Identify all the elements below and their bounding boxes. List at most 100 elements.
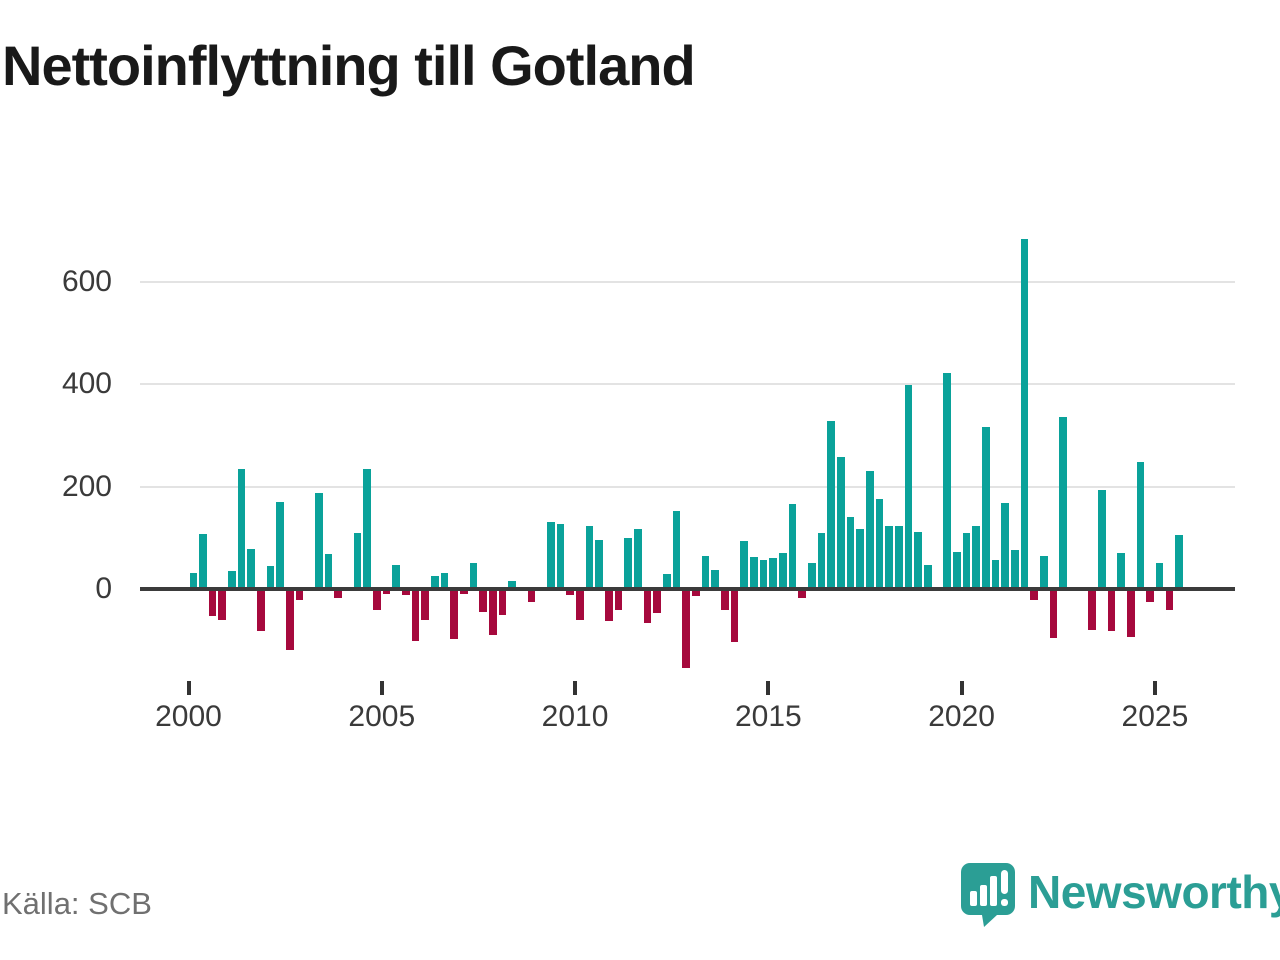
- bar-2013Q4: [721, 589, 729, 610]
- bar-2011Q4: [643, 589, 652, 624]
- bar-2010Q1: [576, 589, 584, 620]
- x-axis-label-2000: 2000: [155, 700, 222, 733]
- bar-2007Q1: [460, 589, 468, 595]
- bar-2023Q2: [1088, 589, 1096, 630]
- bar-2013Q3: [711, 570, 719, 589]
- bar-2004Q2: [353, 533, 362, 589]
- bar-2021Q2: [1010, 549, 1019, 589]
- x-axis-line: [140, 587, 1235, 591]
- newsworthy-logo-text: Newsworthy: [1028, 866, 1280, 918]
- bar-2014Q4: [759, 560, 768, 589]
- bar-2015Q2: [779, 553, 787, 589]
- chart-title: Nettoinflyttning till Gotland: [2, 34, 696, 97]
- bar-2021Q4: [1030, 589, 1038, 600]
- bar-2017Q2: [856, 529, 864, 589]
- bar-2006Q2: [431, 576, 439, 589]
- newsworthy-logo: Newsworthy: [960, 862, 1280, 928]
- bar-2013Q2: [701, 556, 710, 589]
- bar-2016Q3: [827, 421, 835, 589]
- bar-2016Q1: [807, 563, 816, 589]
- x-axis-label-2020: 2020: [928, 700, 995, 733]
- bar-2005Q2: [392, 565, 401, 589]
- bar-2012Q3: [672, 510, 681, 589]
- bar-2012Q2: [663, 573, 671, 589]
- bar-2006Q4: [450, 589, 459, 639]
- bar-2000Q1: [189, 573, 198, 589]
- bar-2020Q2: [972, 525, 980, 589]
- bar-2024Q4: [1146, 589, 1154, 602]
- bar-2007Q4: [489, 589, 497, 636]
- bar-2020Q1: [962, 533, 971, 589]
- x-axis-label-2005: 2005: [348, 700, 416, 733]
- bar-2000Q3: [208, 589, 217, 617]
- bar-2017Q4: [875, 498, 884, 589]
- bar-2014Q1: [730, 589, 739, 642]
- bar-2008Q1: [498, 589, 507, 616]
- bar-2024Q1: [1117, 553, 1125, 589]
- y-axis-label-0: 0: [95, 572, 112, 605]
- bar-2018Q4: [914, 531, 922, 589]
- bar-2016Q4: [836, 457, 845, 589]
- y-axis-label-200: 200: [61, 469, 112, 503]
- bar-2012Q4: [682, 589, 690, 669]
- bar-2025Q2: [1165, 589, 1174, 610]
- bar-2002Q3: [286, 589, 294, 650]
- bar-2018Q1: [885, 526, 893, 589]
- bar-2020Q3: [981, 427, 990, 589]
- bar-2008Q4: [527, 589, 536, 602]
- source-label: Källa: SCB: [2, 886, 152, 921]
- bar-2019Q4: [952, 551, 961, 589]
- bar-2022Q2: [1049, 589, 1058, 638]
- bar-2003Q3: [324, 553, 333, 589]
- bar-2020Q4: [991, 559, 1000, 589]
- x-tick-mark-2000: [186, 681, 191, 695]
- bar-2023Q3: [1097, 490, 1106, 589]
- bar-2008Q2: [508, 581, 516, 589]
- bar-2021Q3: [1020, 238, 1029, 589]
- bar-2009Q4: [566, 589, 574, 596]
- x-axis-label-2015: 2015: [734, 700, 802, 733]
- bar-2007Q3: [479, 589, 487, 613]
- gridline-400: [140, 383, 1235, 385]
- bar-2002Q2: [276, 502, 285, 589]
- bar-2003Q4: [334, 589, 343, 599]
- bar-2010Q3: [595, 540, 603, 589]
- bar-2023Q4: [1107, 589, 1116, 632]
- bar-2001Q2: [237, 469, 246, 589]
- bar-2002Q4: [295, 589, 304, 601]
- gridline-200: [140, 485, 1235, 488]
- bar-2007Q2: [469, 562, 478, 589]
- bar-2014Q3: [750, 557, 758, 589]
- bar-2010Q2: [585, 526, 594, 589]
- bar-2005Q1: [382, 589, 391, 595]
- bar-2009Q2: [547, 522, 555, 589]
- bar-2002Q1: [266, 565, 275, 589]
- bar-2004Q3: [363, 469, 372, 589]
- bar-2006Q1: [421, 589, 430, 620]
- gridline-600: [140, 280, 1235, 283]
- bar-2006Q3: [440, 573, 449, 589]
- bar-2025Q1: [1155, 563, 1164, 589]
- x-tick-mark-2005: [379, 681, 384, 695]
- bar-2013Q1: [692, 589, 700, 596]
- bar-2015Q3: [788, 504, 797, 589]
- bar-2018Q3: [904, 385, 913, 589]
- bar-2011Q1: [614, 589, 623, 610]
- bar-2022Q1: [1039, 555, 1048, 589]
- bar-2024Q2: [1126, 589, 1135, 637]
- x-tick-mark-2010: [573, 681, 578, 695]
- bar-2015Q4: [798, 589, 806, 599]
- bar-2001Q3: [247, 548, 256, 589]
- bar-2014Q2: [740, 540, 748, 589]
- x-axis-label-2010: 2010: [541, 700, 609, 733]
- bar-2011Q3: [634, 529, 642, 589]
- bar-2019Q1: [923, 564, 932, 589]
- bar-2015Q1: [769, 558, 777, 589]
- bar-2000Q4: [218, 589, 227, 621]
- bar-2017Q1: [846, 516, 855, 589]
- bar-2010Q4: [605, 589, 613, 622]
- bar-2016Q2: [817, 532, 826, 589]
- bar-2005Q3: [402, 589, 410, 596]
- speech-bubble-bar-chart-icon: [961, 863, 1015, 927]
